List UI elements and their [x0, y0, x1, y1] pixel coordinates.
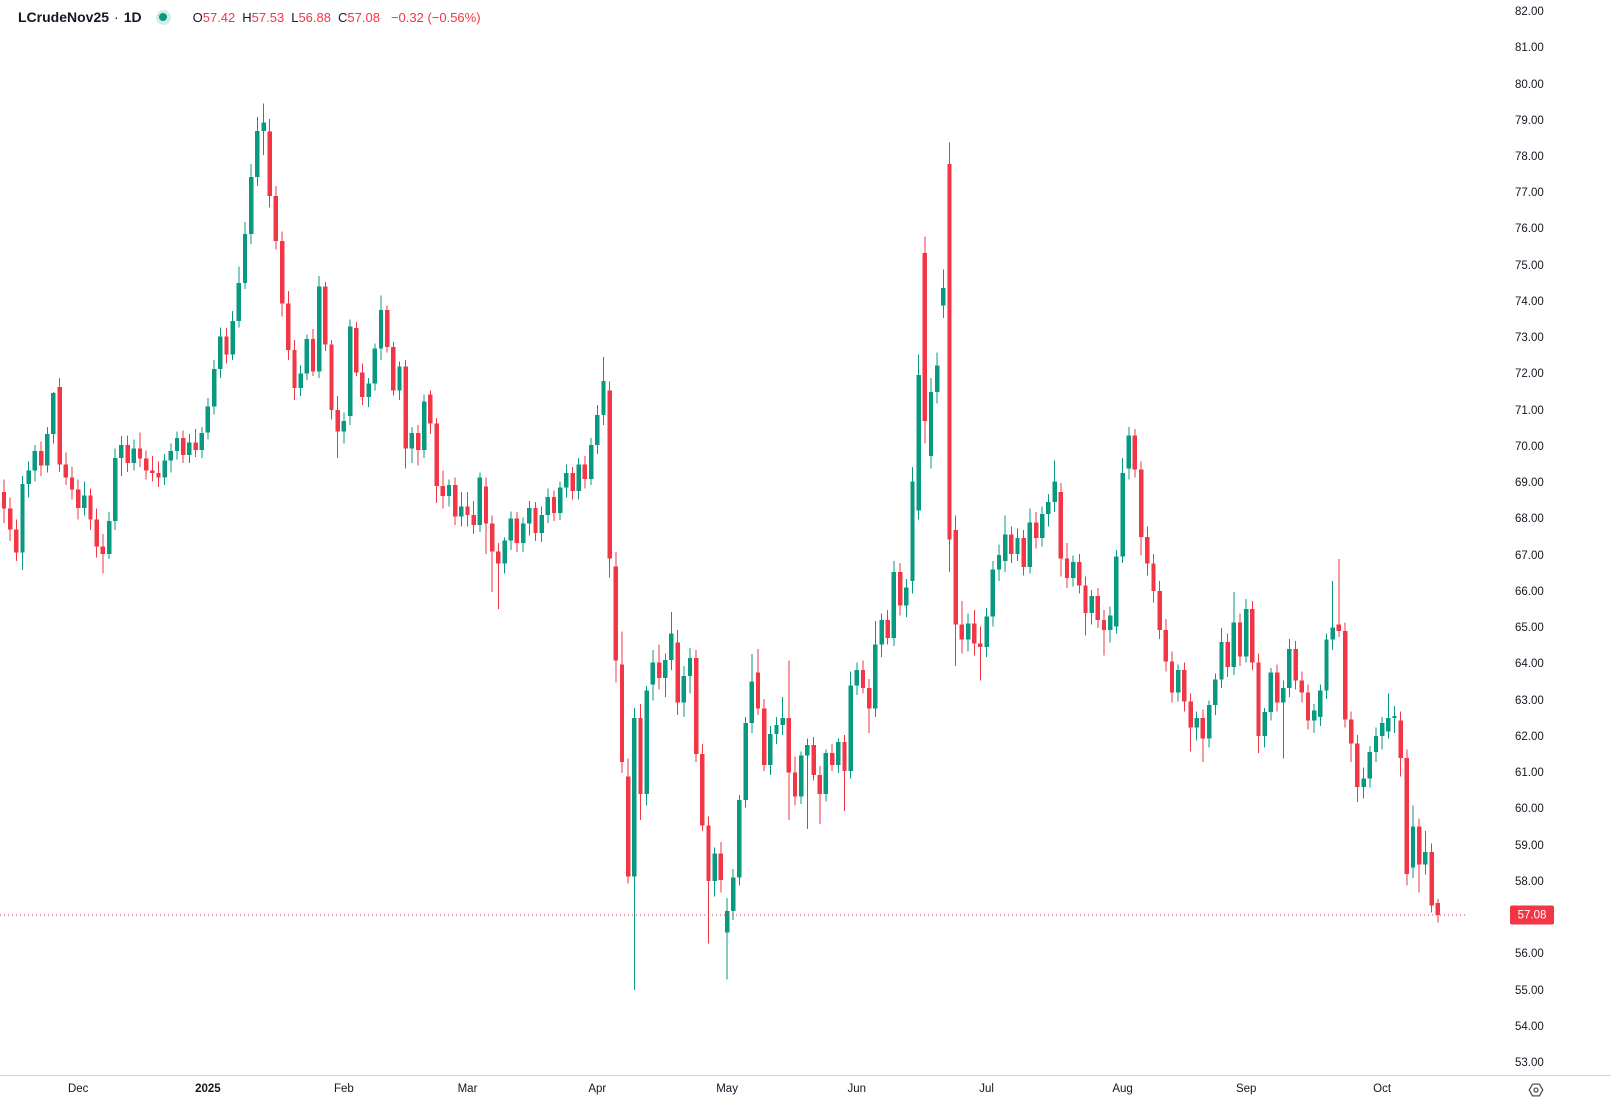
price-axis-label: 62.00: [1515, 730, 1544, 743]
last-price-badge: 57.08: [1510, 905, 1554, 925]
price-axis-label: 54.00: [1515, 1020, 1544, 1033]
close-label: C: [338, 9, 348, 25]
price-axis-label: 60.00: [1515, 803, 1544, 816]
title-separator: ·: [114, 9, 119, 25]
price-axis-label: 72.00: [1515, 368, 1544, 381]
symbol-title[interactable]: LCrudeNov25 · 1D: [18, 9, 142, 25]
high-value: 57.53: [251, 9, 285, 25]
price-axis-label: 65.00: [1515, 622, 1544, 635]
price-axis-label: 70.00: [1515, 440, 1544, 453]
price-axis-label: 58.00: [1515, 875, 1544, 888]
market-status-icon[interactable]: [155, 9, 171, 25]
price-axis-label: 82.00: [1515, 6, 1544, 18]
ohlc-open: O57.42: [193, 10, 236, 25]
time-axis-label: Jun: [847, 1083, 867, 1095]
price-axis-label: 67.00: [1515, 549, 1544, 562]
price-axis-label: 55.00: [1515, 984, 1544, 997]
symbol-name: LCrudeNov25: [18, 9, 110, 25]
time-axis-label: Sep: [1235, 1083, 1257, 1095]
price-axis-label: 63.00: [1515, 694, 1544, 707]
price-axis-label: 73.00: [1515, 332, 1544, 345]
high-label: H: [242, 9, 252, 25]
time-axis-label: Oct: [1373, 1083, 1392, 1095]
price-axis-label: 69.00: [1515, 477, 1544, 490]
symbol-header: LCrudeNov25 · 1D O57.42 H57.53 L56.88 C5…: [18, 7, 481, 27]
time-axis-label: Aug: [1112, 1083, 1133, 1095]
chart-pane[interactable]: LCrudeNov25 · 1D O57.42 H57.53 L56.88 C5…: [0, 0, 1465, 1075]
price-axis-label: 71.00: [1515, 404, 1544, 417]
low-value: 56.88: [298, 9, 331, 25]
time-axis-label: Apr: [588, 1083, 607, 1095]
price-axis-label: 78.00: [1515, 151, 1544, 163]
price-axis-label: 75.00: [1515, 259, 1544, 272]
time-axis-label: 2025: [195, 1083, 221, 1095]
price-axis-label: 59.00: [1515, 839, 1544, 852]
ohlc-close: C57.08: [338, 10, 380, 25]
price-axis-label: 66.00: [1515, 585, 1544, 598]
price-axis-label: 77.00: [1515, 187, 1544, 200]
price-axis-label: 56.00: [1515, 948, 1544, 961]
price-axis-label: 68.00: [1515, 513, 1544, 526]
time-axis-label: Mar: [457, 1083, 478, 1095]
ohlc-low: L56.88: [291, 10, 331, 25]
ohlc-readout: O57.42 H57.53 L56.88 C57.08 −0.32 (−0.56…: [193, 10, 481, 25]
price-axis-label: 76.00: [1515, 223, 1544, 236]
price-axis-label: 64.00: [1515, 658, 1544, 671]
time-axis-label: Jul: [979, 1083, 994, 1095]
open-label: O: [192, 9, 203, 25]
ohlc-high: H57.53: [242, 10, 284, 25]
time-axis-label: Dec: [67, 1083, 89, 1095]
price-axis-label: 81.00: [1515, 42, 1544, 55]
candlestick-chart: [0, 103, 1465, 990]
open-value: 57.42: [202, 9, 236, 25]
time-axis-label: May: [716, 1083, 738, 1095]
change-value: −0.32 (−0.56%): [390, 9, 481, 25]
price-axis[interactable]: 57.08 82.00 81.00 80.00 79.00 78.00 77.00 76.0…: [1465, 0, 1611, 1075]
candles-layer: [1, 103, 1440, 990]
price-scale-settings-button[interactable]: [1526, 1080, 1546, 1100]
gear-icon: [1528, 1083, 1544, 1097]
close-value: 57.08: [347, 9, 380, 25]
low-label: L: [291, 9, 299, 25]
price-axis-label: 74.00: [1515, 295, 1544, 308]
time-axis-label: Feb: [333, 1083, 354, 1095]
time-axis[interactable]: Dec 2025 Feb Mar Apr May Jun Jul Aug Sep Oct: [0, 1075, 1611, 1103]
price-axis-label: 79.00: [1515, 114, 1544, 127]
price-axis-label: 61.00: [1515, 767, 1544, 779]
interval-button[interactable]: 1D: [123, 9, 142, 25]
price-axis-label: 53.00: [1515, 1057, 1544, 1069]
price-axis-label: 80.00: [1515, 78, 1544, 91]
